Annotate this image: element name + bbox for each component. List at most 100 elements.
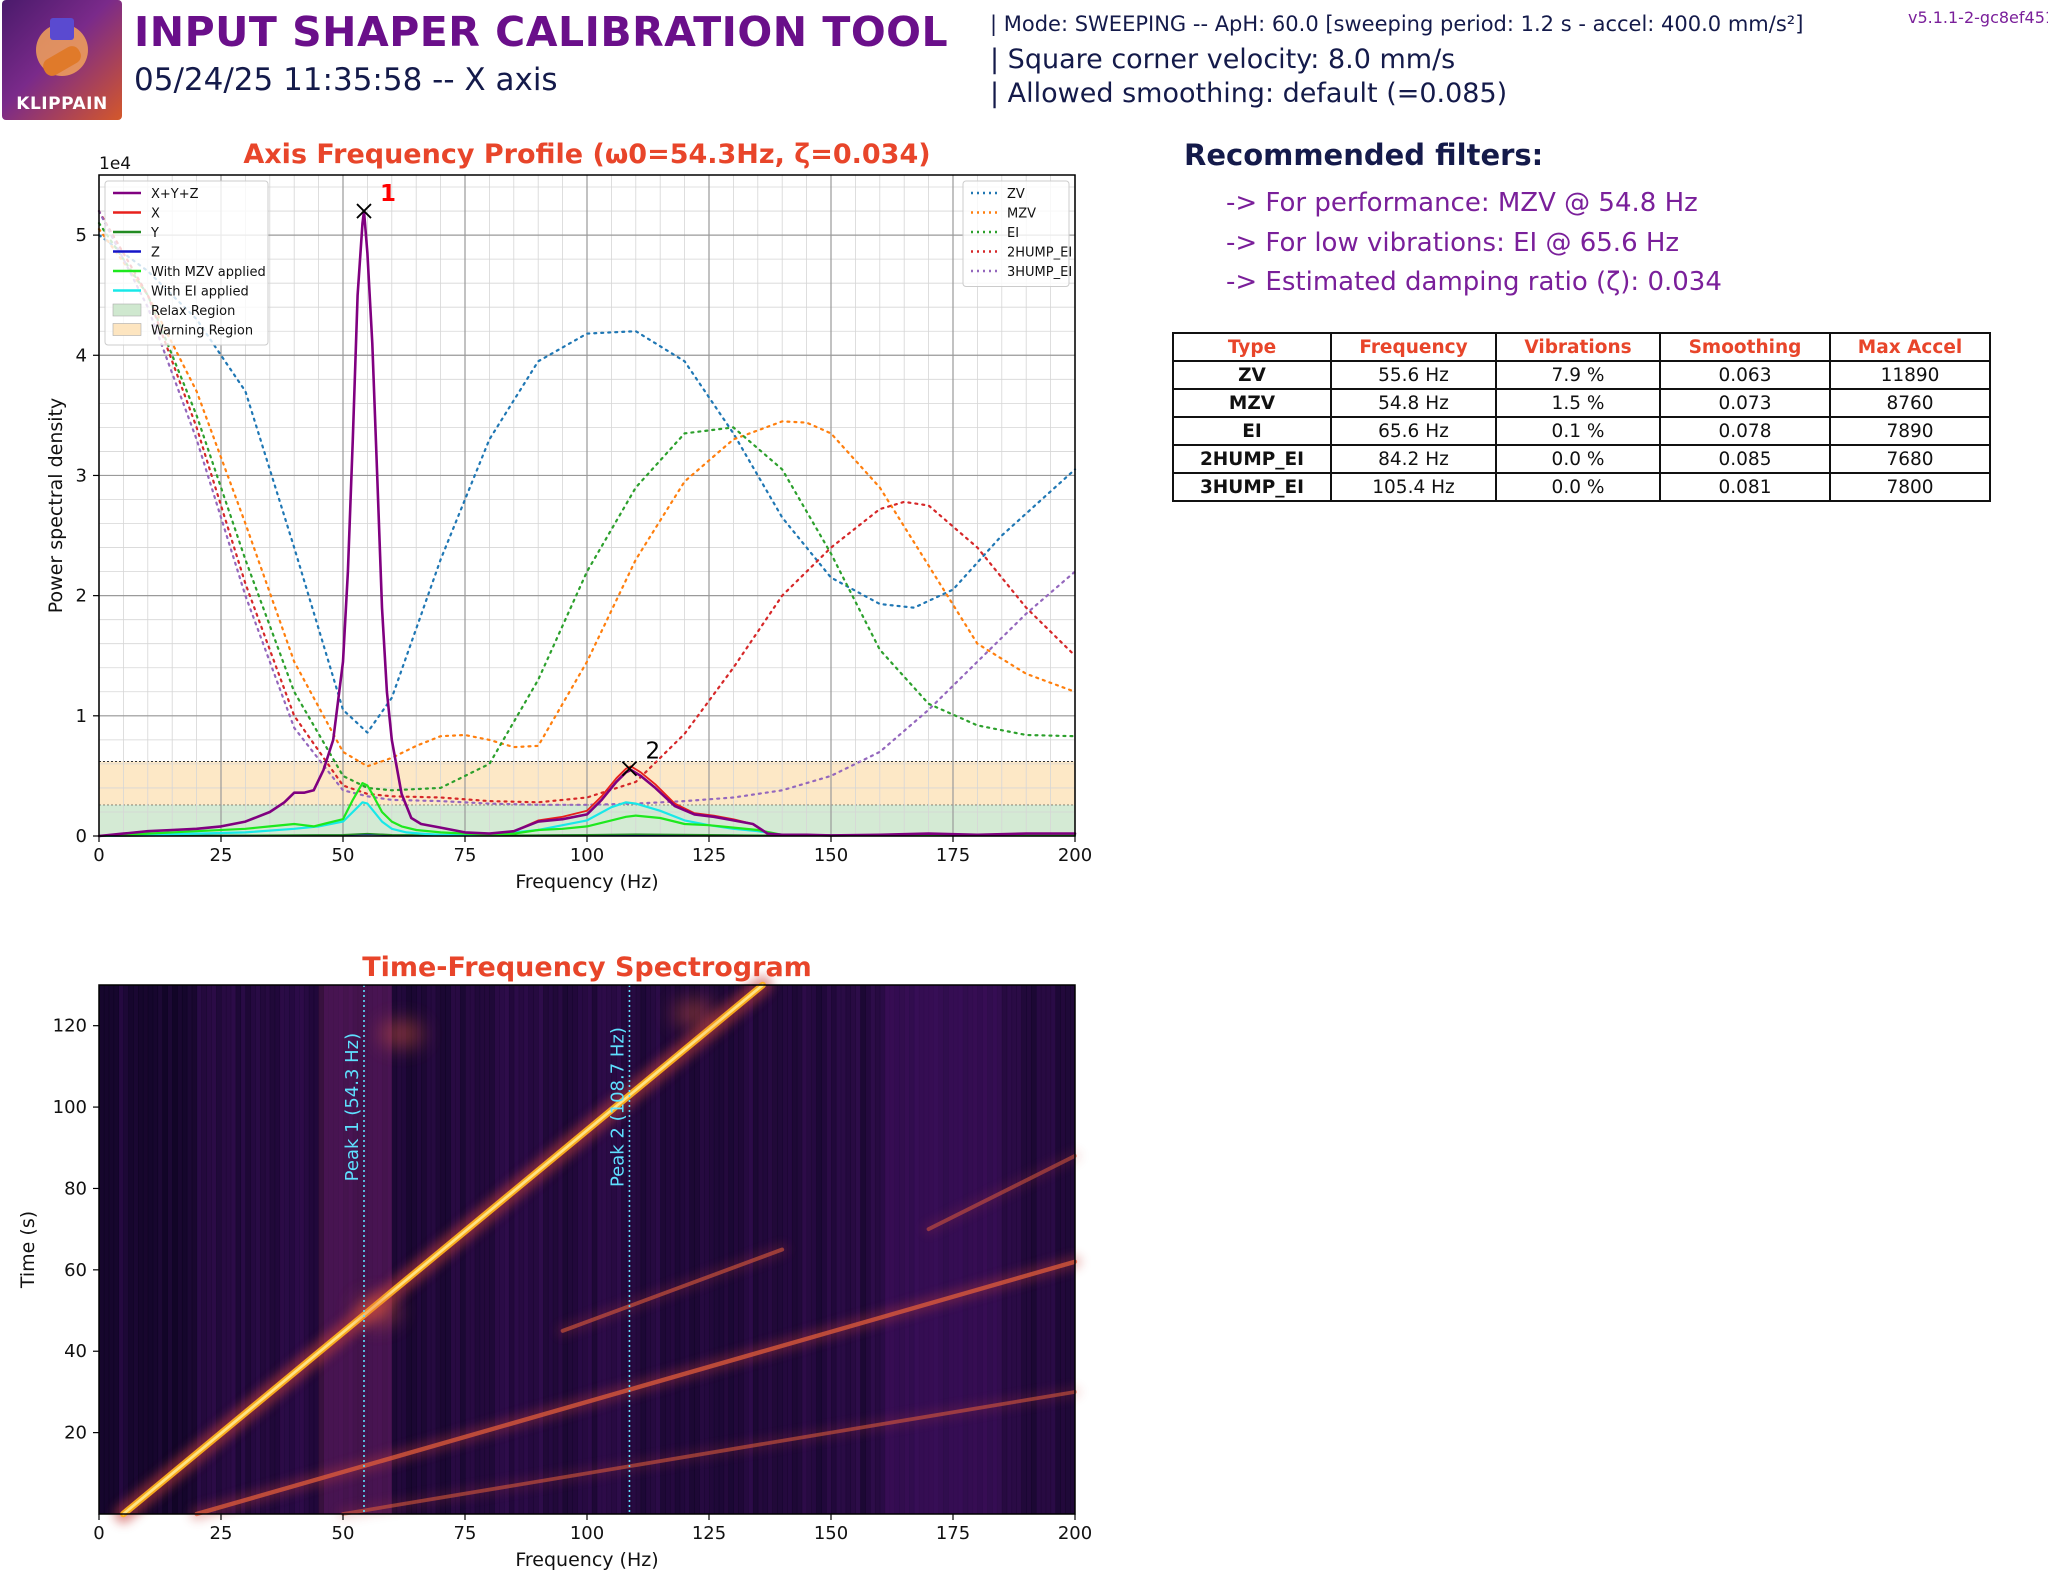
table-cell-vibrations: 7.9 % — [1495, 360, 1661, 390]
table-cell-max-accel: 11890 — [1829, 360, 1991, 390]
peak-label-1: 1 — [380, 181, 396, 207]
psd-title: Axis Frequency Profile (ω0=54.3Hz, ζ=0.0… — [243, 139, 930, 170]
spectrogram-band — [323, 985, 329, 1514]
series-x-y-z — [97, 209, 1077, 838]
spectrogram-band — [1040, 985, 1047, 1514]
spectrogram-band — [801, 985, 808, 1514]
legend-swatch-relax-region — [112, 303, 142, 317]
legend-entry-2hump-ei: 2HUMP_EI — [1007, 246, 1072, 261]
spectrogram-chart: Time-Frequency Spectrogram Peak 1 (54.3 H… — [17, 952, 1092, 1571]
spectrogram-band — [938, 985, 944, 1514]
y-tick-label: 3 — [76, 465, 87, 486]
table-row: EI 65.6 Hz 0.1 % 0.078 7890 — [1172, 416, 1991, 446]
spectrogram-band — [406, 985, 412, 1514]
spectrogram-band — [953, 985, 959, 1514]
y-tick-label: 4 — [76, 345, 87, 366]
spectrogram-band — [796, 985, 803, 1514]
spectrogram-band — [411, 985, 417, 1514]
page-title: INPUT SHAPER CALIBRATION TOOL — [134, 8, 949, 56]
spectrogram-band — [1021, 985, 1027, 1514]
table-header-smoothing: Smoothing — [1659, 332, 1831, 362]
table-cell-vibrations: 0.0 % — [1495, 472, 1661, 502]
spectrogram-band — [811, 985, 817, 1514]
spectrogram-band — [142, 985, 149, 1514]
table-cell-max-accel: 8760 — [1829, 388, 1991, 418]
legend-right: ZV MZV EI 2HUMP_EI 3HUMP_EI — [962, 180, 1072, 287]
spectrogram-band — [704, 985, 710, 1514]
table-cell-vibrations: 0.0 % — [1495, 444, 1661, 474]
spectrogram-band — [547, 985, 554, 1514]
spectrogram-band — [845, 985, 852, 1514]
spectrogram-band — [230, 985, 237, 1514]
table-cell-vibrations: 1.5 % — [1495, 388, 1661, 418]
spectrogram-band — [152, 985, 159, 1514]
spectrogram-band — [1055, 985, 1061, 1514]
spectrogram-band — [884, 985, 891, 1514]
x-tick-label: 125 — [692, 845, 726, 866]
table-cell-type: ZV — [1172, 360, 1332, 390]
spectrogram-band — [191, 985, 198, 1514]
psd-chart: Axis Frequency Profile (ω0=54.3Hz, ζ=0.0… — [45, 139, 1092, 893]
streak-core-2 — [341, 1390, 1077, 1516]
spectrogram-band — [957, 985, 964, 1514]
spectrogram-band — [640, 985, 647, 1514]
spectrogram-band — [909, 985, 915, 1514]
spectrogram-band — [660, 985, 666, 1514]
spectrogram-band — [860, 985, 866, 1514]
spectrogram-band — [138, 985, 144, 1514]
spectrogram-band — [948, 985, 954, 1514]
spectrogram-band — [918, 985, 925, 1514]
spectrogram-band — [347, 985, 354, 1514]
spectrogram-band — [421, 985, 427, 1514]
spectrogram-band — [211, 985, 217, 1514]
table-cell-smoothing: 0.073 — [1659, 388, 1831, 418]
spectrogram-band — [1060, 985, 1066, 1514]
x-tick-label: 175 — [936, 1523, 970, 1544]
spectrogram-band — [562, 985, 568, 1514]
legend-entry-ei: EI — [1007, 226, 1019, 241]
spectrogram-band — [669, 985, 676, 1514]
spectrogram-band — [118, 985, 124, 1514]
table-cell-smoothing: 0.081 — [1659, 472, 1831, 502]
spectrogram-band — [1001, 985, 1008, 1514]
legend-entry-3hump-ei: 3HUMP_EI — [1007, 265, 1072, 280]
x-tick-label: 100 — [570, 1523, 604, 1544]
spectrogram-band — [508, 985, 515, 1514]
spectrogram-band — [904, 985, 910, 1514]
spectrogram-band — [484, 985, 490, 1514]
table-cell-frequency: 65.6 Hz — [1330, 416, 1497, 446]
spectrogram-band — [391, 985, 398, 1514]
square-corner-velocity-info: | Square corner velocity: 8.0 mm/s — [990, 44, 1456, 75]
x-tick-label: 200 — [1058, 845, 1092, 866]
spectrogram-band — [582, 985, 588, 1514]
spectrogram-band — [372, 985, 378, 1514]
spectrogram-band — [913, 985, 920, 1514]
shaper-table: Type Frequency Vibrations Smoothing Max … — [1172, 332, 1991, 502]
spectrogram-band — [748, 985, 754, 1514]
spectrogram-band — [630, 985, 637, 1514]
spectrogram-band — [743, 985, 749, 1514]
table-cell-max-accel: 7890 — [1829, 416, 1991, 446]
spectrogram-band — [699, 985, 705, 1514]
spectrogram-band — [460, 985, 466, 1514]
streak-core-1 — [194, 1259, 1078, 1517]
table-cell-type: 2HUMP_EI — [1172, 444, 1332, 474]
spectrogram-band — [133, 985, 139, 1514]
spectrogram-band — [655, 985, 661, 1514]
spectrogram-band — [245, 985, 251, 1514]
spectrogram-band — [206, 985, 212, 1514]
spectrogram-band — [567, 985, 573, 1514]
spectrogram-band — [791, 985, 798, 1514]
psd-ylabel: Power spectral density — [45, 398, 67, 613]
spectrogram-band — [162, 985, 168, 1514]
spectrogram-band — [123, 985, 129, 1514]
spectrogram-band — [274, 985, 281, 1514]
y-tick-label: 1 — [76, 706, 87, 727]
spectrogram-band — [260, 985, 266, 1514]
spectrogram-band — [591, 985, 598, 1514]
spectrogram-background — [99, 985, 1075, 1514]
spectrogram-band — [967, 985, 974, 1514]
spectrogram-band — [235, 985, 242, 1514]
spectrogram-band — [284, 985, 290, 1514]
klippain-logo: KLIPPAIN — [2, 0, 122, 120]
